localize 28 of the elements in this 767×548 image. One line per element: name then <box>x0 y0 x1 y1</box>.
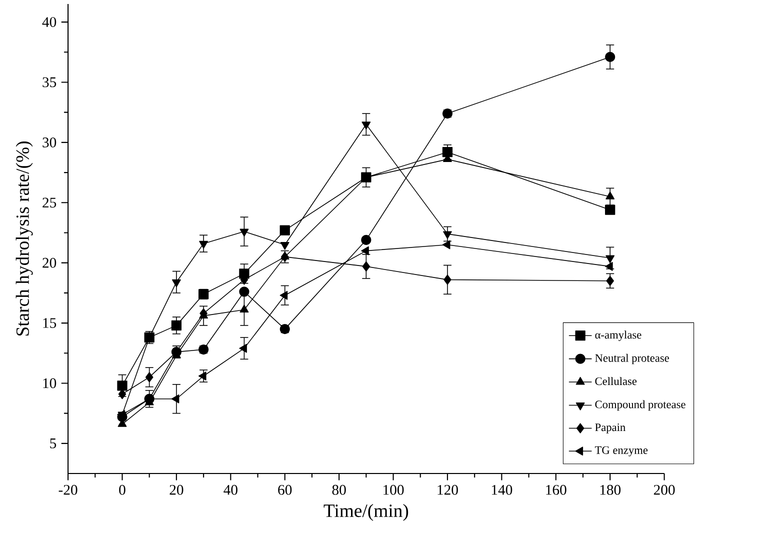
x-tick-label: 200 <box>654 484 675 495</box>
y-tick-label: 20 <box>42 258 56 268</box>
legend-label: Papain <box>595 423 626 434</box>
legend-label: TG enzyme <box>594 446 648 456</box>
y-axis-title: Starch hydrolysis rate/(%) <box>16 141 33 336</box>
y-tick-label: 40 <box>42 17 56 27</box>
legend-label: Compound protease <box>595 400 686 410</box>
x-tick-label: 180 <box>600 484 621 495</box>
legend-label: α-amylase <box>595 330 642 341</box>
legend-label: Cellulase <box>595 376 637 385</box>
x-tick-label: 140 <box>492 484 512 495</box>
x-tick-label: 20 <box>170 484 184 495</box>
y-tick-label: 30 <box>42 137 56 148</box>
x-tick-label: 0 <box>119 484 126 495</box>
x-tick-label: 120 <box>438 484 458 495</box>
x-tick-label: 160 <box>546 484 566 495</box>
x-tick-label: 100 <box>384 484 404 495</box>
y-tick-label: 35 <box>42 77 56 88</box>
x-axis-title: Time/(min) <box>324 504 408 521</box>
y-tick-label: 10 <box>43 378 56 388</box>
x-tick-label: -20 <box>58 484 78 495</box>
y-tick-label: 15 <box>43 318 56 328</box>
x-tick-label: 60 <box>278 484 292 495</box>
x-tick-label: 40 <box>224 484 238 495</box>
legend-label: Neutral protease <box>595 354 669 364</box>
y-tick-label: 25 <box>42 198 56 208</box>
y-tick-label: 5 <box>50 438 56 448</box>
x-tick-label: 80 <box>332 484 346 495</box>
